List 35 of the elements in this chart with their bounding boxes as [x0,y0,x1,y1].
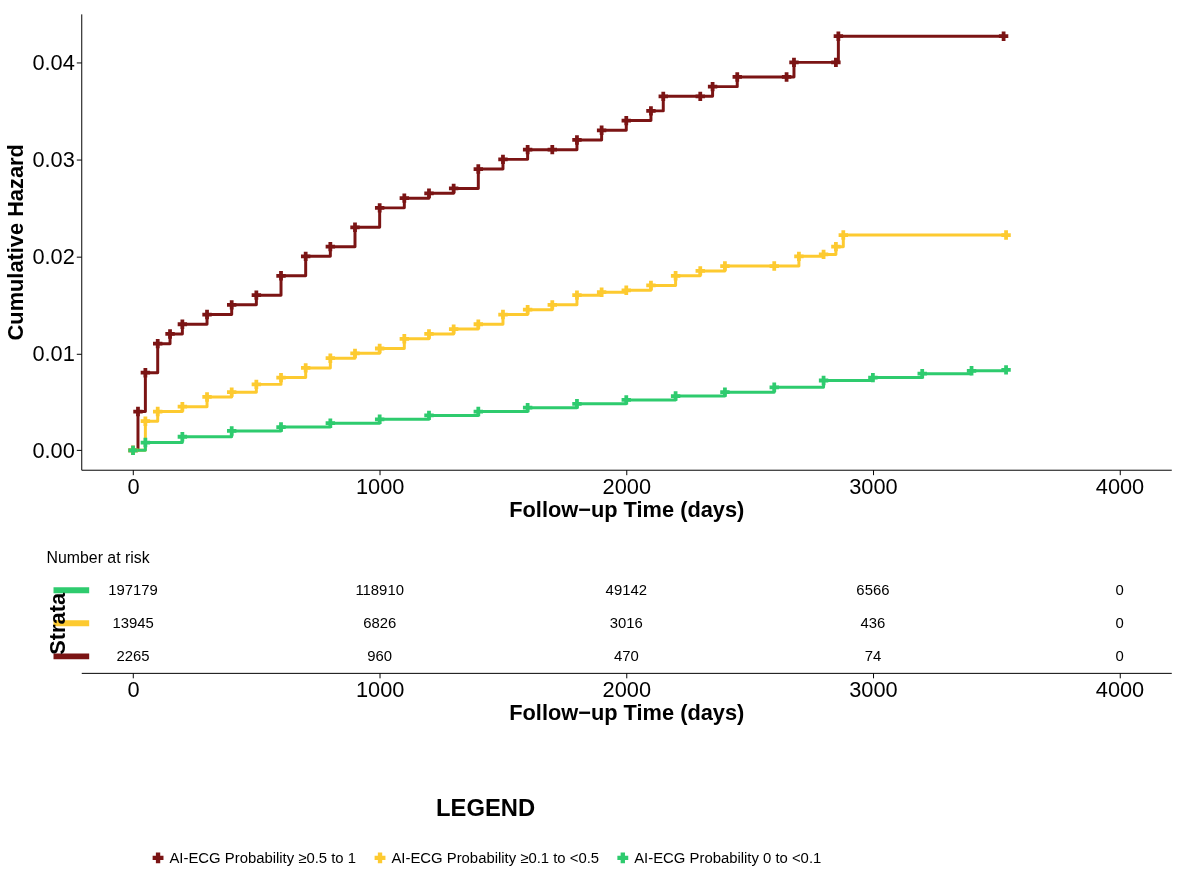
x-tick-label: 0 [127,677,140,703]
y-axis-title: Strata [44,592,70,655]
data-label: 49142 [605,582,647,599]
y-tick-label: 0.02 [32,243,75,269]
data-label: 2265 [116,648,150,665]
x-tick-label: 3000 [849,474,898,500]
y-tick-label: 0.01 [32,340,75,366]
data-label: 436 [860,615,886,632]
data-label: 6566 [856,582,890,599]
x-tick-label: 1000 [355,474,405,500]
x-tick-label: 4000 [1095,474,1145,500]
data-label: 0 [1115,648,1124,665]
data-label: 0 [1115,582,1124,599]
x-tick-label: 0 [127,474,140,500]
data-label: 960 [367,648,393,665]
data-label: 6826 [363,615,397,632]
legend-label: AI-ECG Probability ≥0.5 to 1 [169,849,357,866]
y-tick-label: 0.00 [32,437,75,463]
data-label: 74 [864,648,882,665]
legend-label: AI-ECG Probability ≥0.1 to <0.5 [391,849,600,866]
data-label: 0 [1115,615,1124,632]
data-label: 197179 [108,582,158,599]
y-tick-label: 0.03 [32,146,75,172]
data-label: 118910 [355,582,404,599]
x-tick-label: 3000 [849,677,898,703]
legend-label: AI-ECG Probability 0 to <0.1 [634,849,822,866]
legend-title: LEGEND [436,793,536,821]
x-tick-label: 4000 [1095,677,1145,703]
data-label: 13945 [112,615,154,632]
data-label: 3016 [609,615,643,632]
chart-title: Number at risk [46,548,150,566]
y-axis-title: Cumulative Hazard [3,144,29,341]
data-label: 470 [613,648,639,665]
y-tick-label: 0.04 [32,49,75,75]
x-tick-label: 1000 [355,677,405,703]
